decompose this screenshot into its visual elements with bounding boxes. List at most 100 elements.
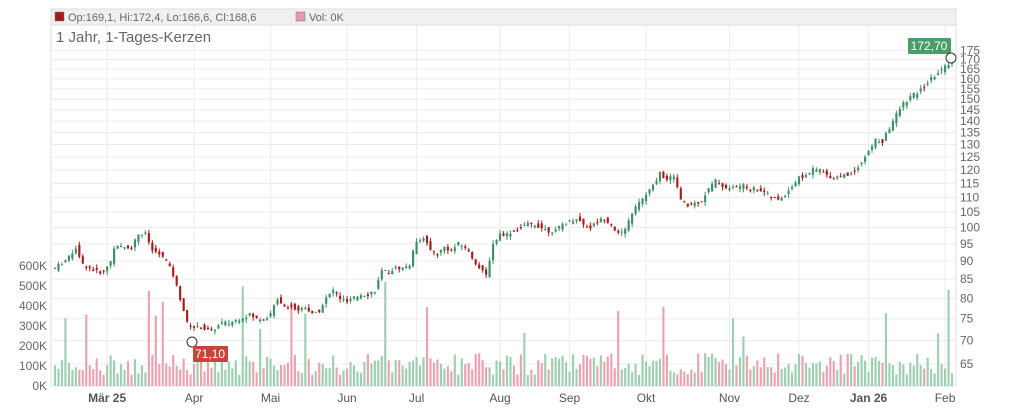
candle-body (345, 299, 349, 303)
candle-body (780, 197, 783, 201)
time-tick-label: Mär 25 (88, 391, 126, 405)
volume-bar (234, 360, 237, 386)
candle-body (777, 196, 780, 200)
volume-bar (210, 367, 213, 386)
candle-body (85, 266, 88, 269)
volume-bar (509, 356, 512, 386)
candle-body (283, 304, 286, 307)
candle-body (255, 315, 258, 318)
candle-body (742, 184, 745, 189)
volume-bar (592, 357, 595, 386)
volume-bar (683, 371, 686, 386)
volume-bar (735, 365, 738, 386)
volume-bar (196, 354, 199, 386)
volume-bar (596, 366, 599, 386)
volume-bar (891, 364, 894, 386)
candle-body (57, 263, 60, 271)
volume-bar (756, 360, 759, 386)
candle-body (276, 299, 279, 305)
price-tick-label: 85 (960, 272, 974, 286)
volume-bar (182, 358, 185, 386)
price-tick-label: 175 (960, 43, 980, 57)
volume-bar (714, 357, 717, 386)
candle-body (144, 232, 147, 234)
volume-bar (88, 365, 91, 386)
volume-bar (516, 374, 519, 386)
candle-body (533, 225, 536, 227)
price-tick-label: 115 (960, 176, 979, 190)
volume-bar (631, 372, 634, 386)
price-tick-label: 105 (960, 205, 980, 219)
candle-body (99, 271, 102, 274)
volume-bar (175, 365, 178, 386)
candle-body (728, 188, 731, 190)
volume-bar (485, 367, 488, 386)
volume-bar (429, 358, 432, 386)
candle-body (641, 198, 644, 204)
volume-bar (436, 359, 439, 386)
price-tick-label: 155 (960, 82, 980, 96)
volume-bar (342, 370, 345, 386)
candle-body (335, 292, 338, 294)
candle-body (485, 269, 488, 275)
volume-bar (863, 360, 867, 386)
candle-body (575, 219, 578, 221)
volume-bar (321, 364, 324, 386)
candle-body (175, 275, 178, 286)
candle-body (481, 265, 484, 271)
volume-bar (478, 353, 481, 386)
volume-bar (74, 367, 77, 386)
volume-bar (721, 359, 724, 386)
volume-bar (335, 367, 338, 386)
volume-bar (307, 359, 310, 386)
candle-body (863, 156, 867, 162)
volume-bar (502, 369, 505, 386)
volume-tick-label: 400K (19, 299, 47, 313)
volume-bar (620, 369, 623, 386)
volume-bar (460, 358, 463, 386)
candle-body (113, 248, 116, 264)
volume-bar (450, 371, 453, 386)
price-tick-label: 170 (960, 53, 980, 67)
volume-bar (252, 361, 255, 386)
candle-body (665, 175, 668, 180)
candle-body (530, 222, 533, 224)
candle-body (711, 183, 714, 192)
volume-bar (547, 369, 550, 386)
volume-bar (606, 356, 609, 386)
candle-body (829, 175, 832, 179)
candle-body (832, 178, 835, 180)
candle-body (648, 189, 651, 194)
volume-bar (728, 369, 731, 386)
volume-bar (137, 373, 140, 386)
volume-bar (241, 286, 244, 386)
volume-bar (651, 360, 655, 386)
candle-body (119, 245, 123, 247)
candle-body (297, 306, 300, 311)
volume-bar (443, 368, 446, 386)
volume-bar (60, 360, 64, 386)
candle-body (766, 192, 769, 194)
volume-bar (471, 369, 474, 386)
volume-bar (446, 366, 449, 386)
candle-body (203, 324, 206, 330)
volume-bar (860, 354, 863, 386)
price-tick-label: 80 (960, 291, 974, 305)
volume-bar (453, 354, 456, 386)
volume-bar (613, 368, 616, 386)
volume-bar (304, 313, 307, 386)
volume-bar (526, 374, 529, 386)
candle-body (53, 267, 57, 269)
volume-bar (933, 373, 936, 386)
volume-bar (937, 333, 940, 386)
candle-body (850, 173, 853, 175)
candle-body (217, 325, 220, 329)
volume-bar (530, 369, 533, 386)
candle-body (88, 266, 91, 269)
candle-body (818, 169, 821, 173)
volume-bar (265, 357, 269, 386)
volume-bar (279, 365, 283, 386)
volume-bar (589, 358, 592, 386)
candle-body (450, 249, 453, 251)
candle-body (839, 175, 842, 177)
